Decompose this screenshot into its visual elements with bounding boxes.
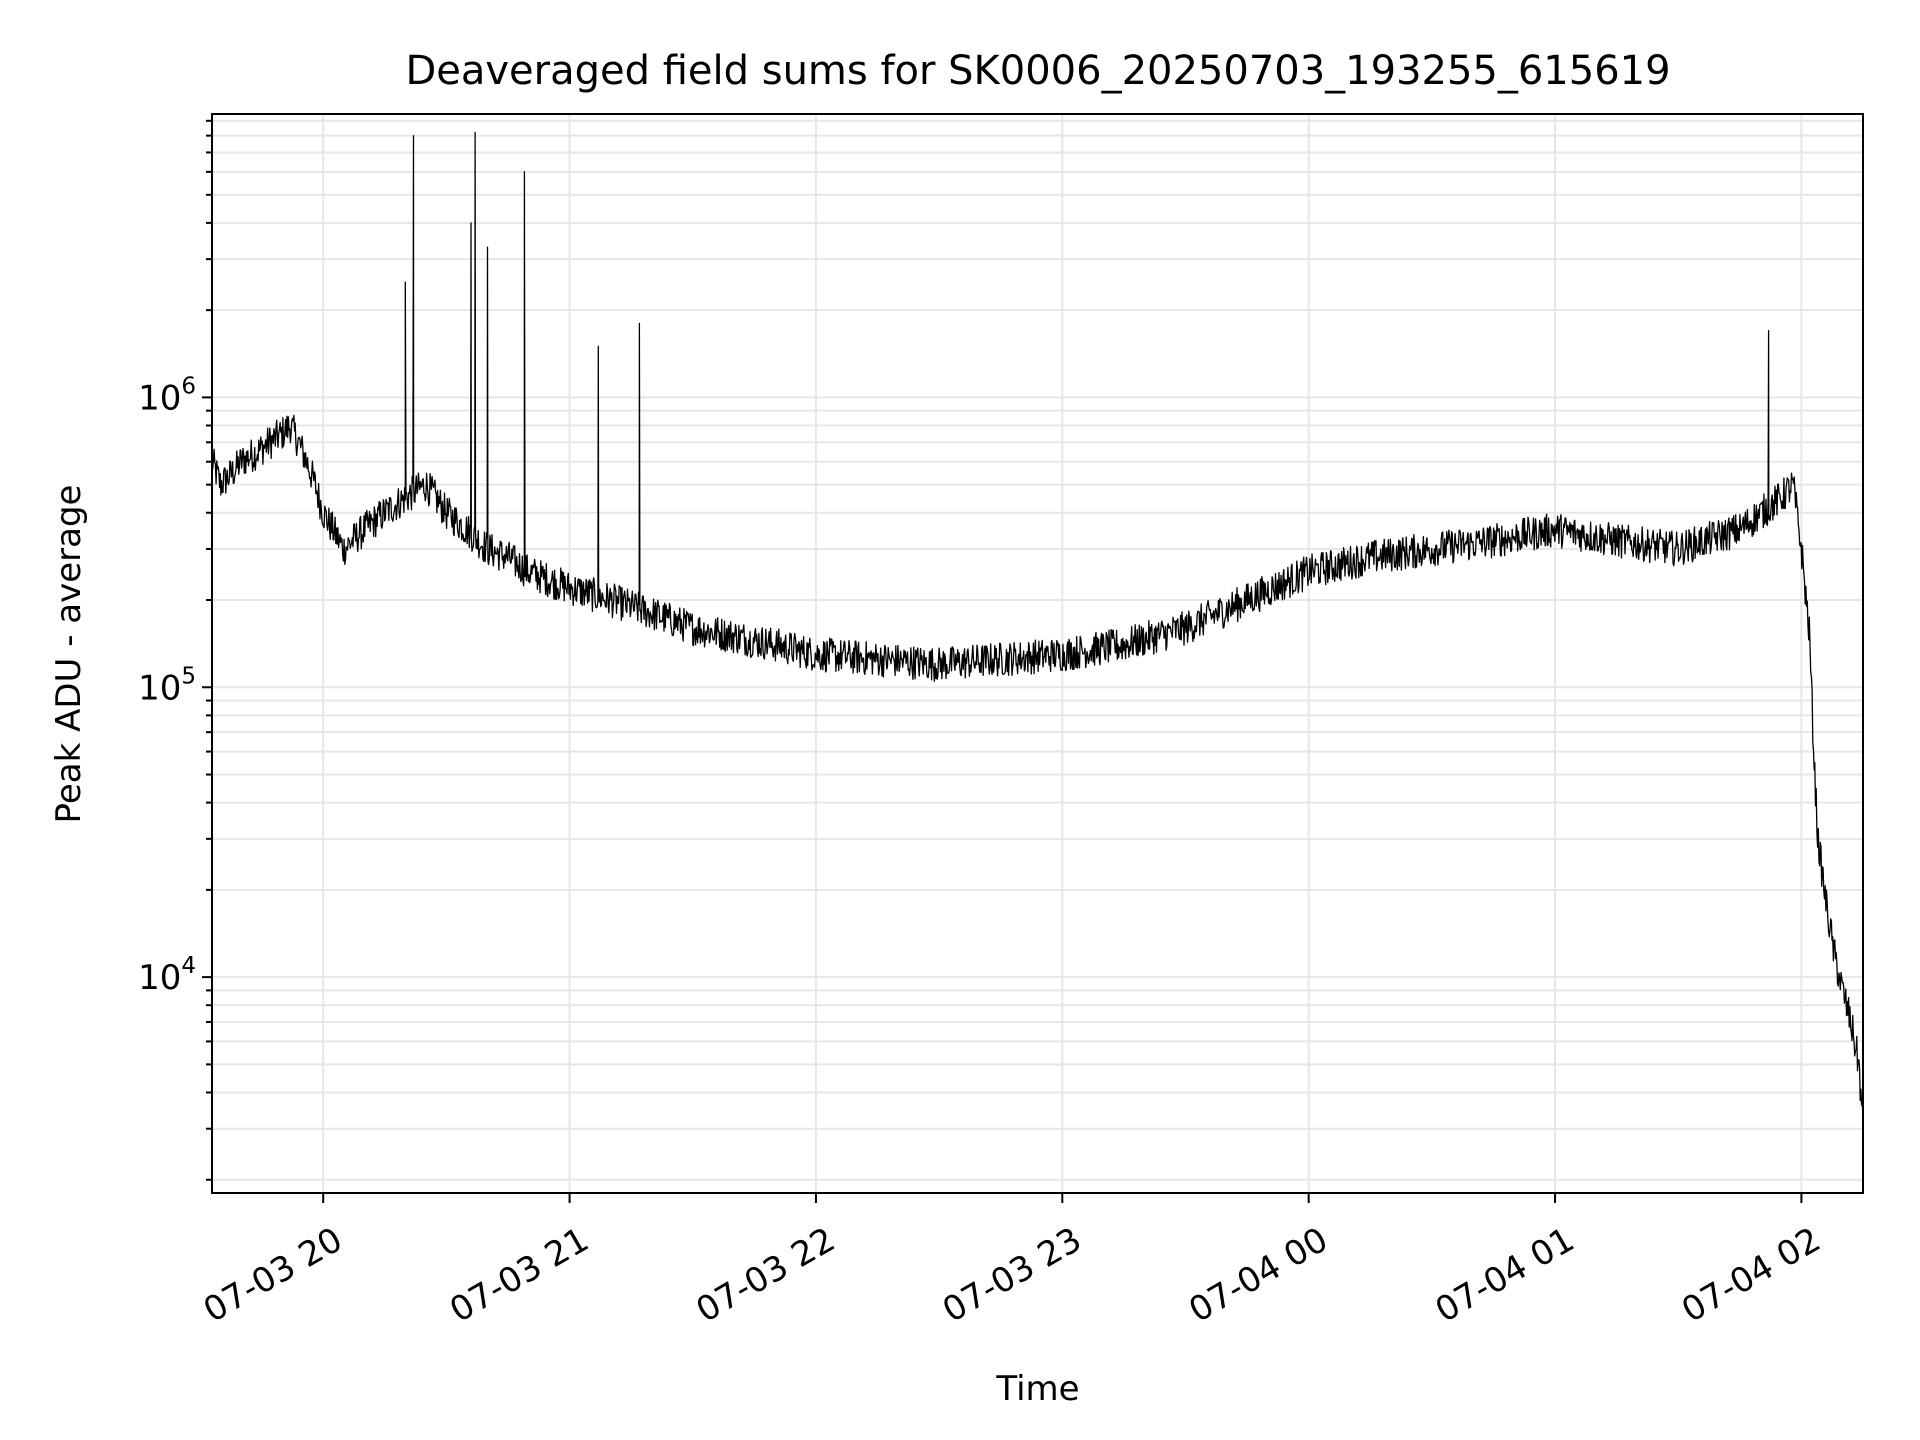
grid bbox=[212, 114, 1863, 1193]
x-tick-label: 07-03 20 bbox=[197, 1220, 349, 1331]
plot-frame bbox=[211, 113, 1864, 1194]
y-tick-label: 106 bbox=[138, 373, 196, 418]
series-line bbox=[211, 131, 1864, 1118]
x-tick-label: 07-04 02 bbox=[1675, 1220, 1827, 1331]
x-tick-label: 07-03 21 bbox=[443, 1220, 595, 1331]
y-axis-label: Peak ADU - average bbox=[49, 485, 89, 824]
x-tick-label: 07-04 01 bbox=[1429, 1220, 1581, 1331]
x-tick-label: 07-04 00 bbox=[1182, 1220, 1334, 1331]
series-path bbox=[211, 131, 1864, 1118]
y-tick-label: 104 bbox=[138, 953, 196, 998]
x-tick-label: 07-03 23 bbox=[936, 1220, 1088, 1331]
x-tick-label: 07-03 22 bbox=[690, 1220, 842, 1331]
chart-title: Deaveraged field sums for SK0006_2025070… bbox=[405, 48, 1670, 94]
y-tick-label: 105 bbox=[138, 663, 196, 708]
y-axis: 104 105 106 bbox=[138, 119, 212, 1181]
x-axis: 07-03 20 07-03 21 07-03 22 07-03 23 07-04 00… bbox=[197, 1193, 1828, 1331]
x-axis-label: Time bbox=[995, 1369, 1079, 1409]
